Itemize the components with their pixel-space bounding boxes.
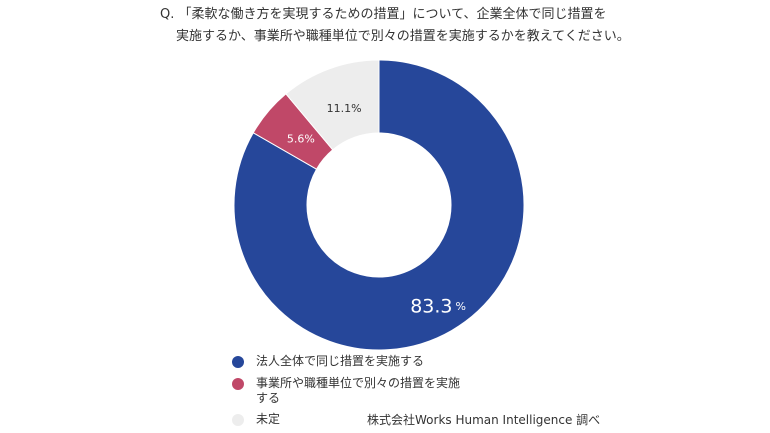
question-text: Q. 「柔軟な働き方を実現するための措置」について、企業全体で同じ措置を 実施す… xyxy=(160,4,640,48)
donut-labels: 83.3 % 5.6% 11.1% xyxy=(287,102,466,317)
question-line-2: 実施するか、事業所や職種単位で別々の措置を実施するかを教えてください。 xyxy=(176,29,630,44)
legend-dot-undecided xyxy=(232,414,244,426)
data-label-all: 83.3% xyxy=(410,296,466,318)
slice-all xyxy=(233,59,525,351)
donut-slices xyxy=(233,59,525,351)
source-note: 株式会社Works Human Intelligence 調べ xyxy=(367,413,601,427)
legend-label-all: 法人全体で同じ措置を実施する xyxy=(256,354,425,368)
data-label-separate: 5.6% xyxy=(287,132,315,145)
legend-dot-separate xyxy=(232,378,244,390)
question-line-1: Q. 「柔軟な働き方を実現するための措置」について、企業全体で同じ措置を xyxy=(160,7,607,22)
legend-label-undecided: 未定 xyxy=(256,412,281,426)
data-label-undecided: 11.1% xyxy=(327,102,362,115)
legend-label-separate: 事業所や職種単位で別々の措置を実施 する xyxy=(256,376,461,405)
slice-undecided xyxy=(285,59,380,151)
legend-dot-all xyxy=(232,356,244,368)
